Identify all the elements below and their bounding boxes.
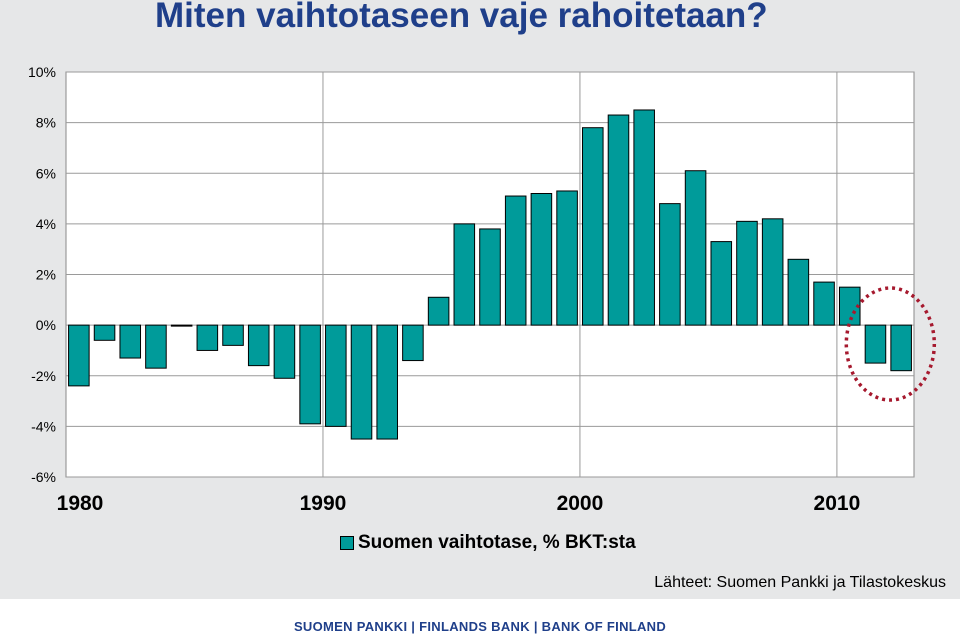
bar-2002 (633, 109, 655, 326)
bar-1987 (247, 324, 270, 367)
bar-chart: 10% 8% 6% 4% 2% 0% -2% -4% -6% 1980 1990 2000 2010 (28, 64, 937, 515)
bar-1988 (273, 324, 296, 379)
bar-1998 (530, 193, 553, 326)
bar-2001 (607, 114, 630, 326)
y-tick-label: -2% (31, 368, 56, 384)
source-note: Lähteet: Suomen Pankki ja Tilastokeskus (654, 574, 946, 591)
y-tick-label: 10% (28, 64, 56, 80)
bar-2006 (736, 220, 758, 326)
bar-1996 (479, 228, 501, 326)
bar-series (68, 109, 912, 440)
x-tick-label: 1980 (57, 492, 104, 515)
bar-2007 (761, 218, 784, 326)
bar-1999 (556, 190, 578, 326)
x-tick-label: 2000 (557, 492, 604, 515)
y-tick-label: -6% (31, 469, 56, 485)
bar-1992 (376, 324, 398, 440)
bar-1983 (145, 324, 167, 369)
y-tick-label: 0% (36, 317, 56, 333)
footer-text: SUOMEN PANKKI | FINLANDS BANK | BANK OF … (293, 619, 667, 634)
bar-2005 (710, 241, 733, 326)
bar-1991 (350, 324, 373, 440)
bar-1997 (504, 195, 527, 326)
highlight-circle (844, 286, 937, 402)
bar-1995 (453, 223, 476, 326)
legend-label: Suomen vaihtotase, % BKT:sta (358, 532, 636, 553)
bar-2003 (659, 203, 681, 326)
y-tick-label: 4% (36, 216, 56, 232)
bar-2004 (684, 170, 707, 326)
y-tick-label: -4% (31, 418, 56, 434)
bar-1994 (427, 296, 450, 326)
bar-1980 (68, 324, 90, 387)
bar-2011 (864, 324, 887, 364)
bar-2000 (582, 127, 604, 326)
bar-1993 (402, 324, 424, 362)
y-tick-label: 2% (36, 267, 56, 283)
bar-2009 (813, 281, 835, 326)
bar-2008 (787, 258, 810, 326)
legend-swatch (340, 536, 354, 550)
bar-1984 (170, 324, 193, 327)
bar-1981 (93, 324, 116, 341)
bar-1989 (299, 324, 321, 425)
footer-bar: SUOMEN PANKKI | FINLANDS BANK | BANK OF … (0, 599, 960, 636)
chart-title: Miten vaihtotaseen vaje rahoitetaan? (155, 0, 768, 35)
bar-1985 (196, 324, 219, 351)
bar-1982 (119, 324, 142, 359)
bar-2012 (890, 324, 912, 372)
x-axis-ticks: 1980 1990 2000 2010 (57, 492, 861, 515)
x-tick-label: 2010 (814, 492, 861, 515)
y-tick-label: 6% (36, 165, 56, 181)
legend: Suomen vaihtotase, % BKT:sta (340, 532, 636, 554)
x-tick-label: 1990 (300, 492, 347, 515)
bar-1986 (222, 324, 244, 346)
vertical-gridlines (322, 72, 838, 477)
bar-1990 (325, 324, 347, 427)
y-axis-ticks: 10% 8% 6% 4% 2% 0% -2% -4% -6% (28, 64, 56, 485)
y-tick-label: 8% (36, 115, 56, 131)
